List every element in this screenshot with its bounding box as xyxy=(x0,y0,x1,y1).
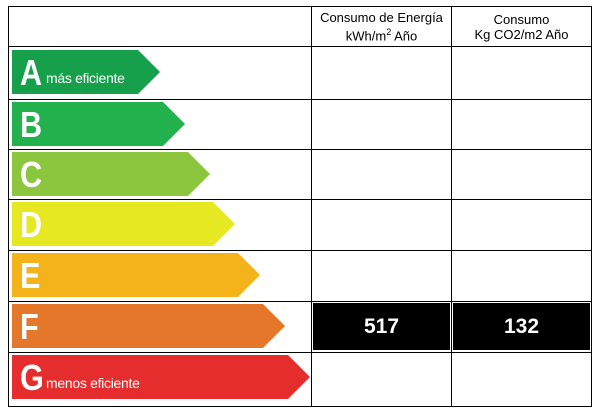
grid-line xyxy=(9,199,591,200)
rating-label: más eficiente xyxy=(46,70,125,86)
grid-line xyxy=(9,99,591,100)
co2-value: 132 xyxy=(503,314,540,338)
rating-bar-d: D xyxy=(12,202,235,246)
co2-column-header: Consumo Kg CO2/m2 Año xyxy=(452,7,591,47)
grid-line xyxy=(9,250,591,251)
grid-line xyxy=(9,46,591,47)
rating-letter: D xyxy=(20,204,43,245)
rating-bar-e: E xyxy=(12,253,260,297)
rating-letter: G xyxy=(20,357,44,398)
grid-line xyxy=(311,7,312,406)
energy-header-unit: kWh/m2 Año xyxy=(345,27,418,44)
rating-letter: A xyxy=(20,52,43,93)
co2-header-unit: Kg CO2/m2 Año xyxy=(474,27,569,42)
grid-line xyxy=(9,149,591,150)
rating-label: menos eficiente xyxy=(46,375,140,391)
rating-letter: B xyxy=(20,104,43,145)
energy-header-title: Consumo de Energía xyxy=(320,10,443,26)
rating-letter: C xyxy=(20,154,43,195)
grid-line xyxy=(451,7,452,406)
rating-bar-b: B xyxy=(12,102,185,146)
co2-header-title: Consumo xyxy=(493,12,550,27)
rating-bar-c: C xyxy=(12,152,210,196)
energy-rating-table: Consumo de Energía kWh/m2 Año Consumo Kg… xyxy=(8,6,592,407)
rating-bar-f: F xyxy=(12,304,285,348)
energy-column-header: Consumo de Energía kWh/m2 Año xyxy=(312,7,451,47)
energy-value: 517 xyxy=(363,314,400,338)
grid-line xyxy=(9,352,591,353)
rating-letter: F xyxy=(20,306,39,347)
grid-line xyxy=(9,301,591,302)
rating-letter: E xyxy=(20,255,41,296)
co2-value-cell: 132 xyxy=(453,303,590,350)
energy-value-cell: 517 xyxy=(313,303,450,350)
